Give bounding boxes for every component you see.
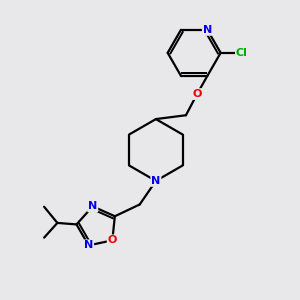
Text: N: N [88, 201, 97, 212]
Text: N: N [84, 240, 93, 250]
Text: N: N [203, 25, 212, 35]
Text: N: N [151, 176, 160, 186]
Text: O: O [192, 89, 202, 99]
Text: O: O [108, 235, 117, 245]
Text: Cl: Cl [236, 48, 248, 58]
